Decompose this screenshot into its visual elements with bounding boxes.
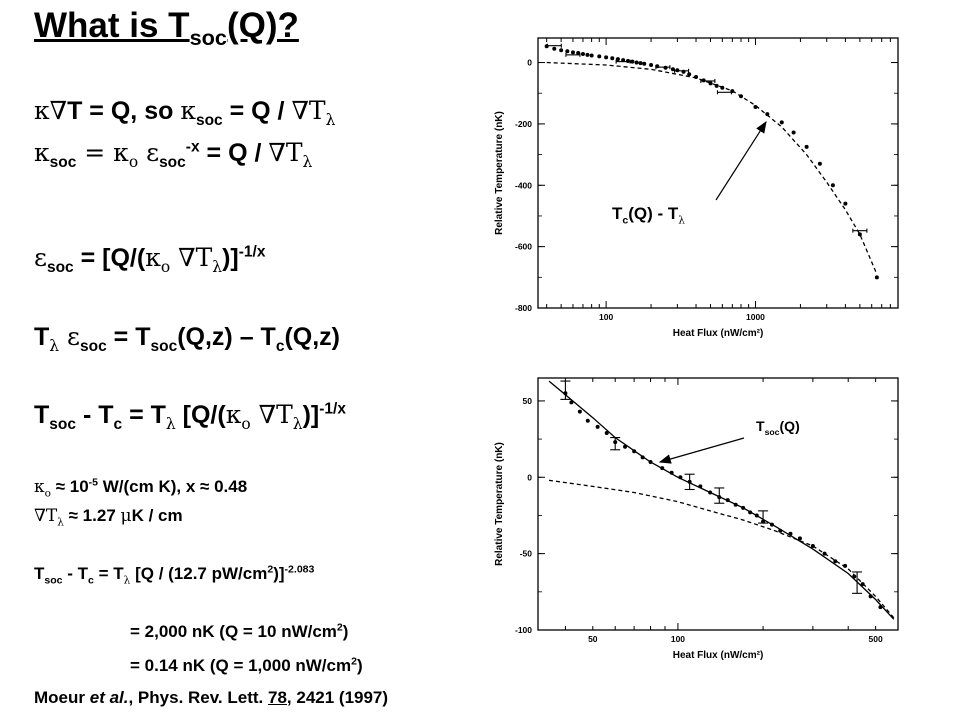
solid-curve [548, 380, 895, 620]
dashed-curve [548, 479, 895, 619]
data-point [830, 183, 835, 188]
data-point [580, 51, 585, 56]
data-point [874, 275, 879, 280]
chart-top-svg: 100 1000 0 -200 -400 -600 -800 Heat Flux (nW/cm… [494, 37, 899, 339]
data-point [630, 59, 635, 64]
dashed-curve [546, 61, 878, 275]
plot-frame [537, 377, 899, 631]
page-title: What is Tsoc(Q)? [34, 6, 299, 50]
y-tick-label: -50 [520, 549, 533, 559]
plot-frame [537, 37, 899, 309]
error-bar [714, 487, 725, 504]
data-point [625, 59, 630, 64]
result-low-flux: = 2,000 nK (Q = 10 nW/cm2) [130, 621, 349, 641]
parameter-gradient: ∇Tλ ≈ 1.27 μK / cm [34, 506, 183, 529]
parameter-kappa: κo ≈ 10-5 W/(cm K), x ≈ 0.48 [34, 476, 248, 500]
data-point [833, 559, 838, 564]
data-point [597, 54, 602, 59]
x-tick-label: 100 [671, 634, 685, 644]
chart-bottom: 50 100 500 50 0 -50 -100 Heat Flux (nW/cm²) Rela… [478, 368, 910, 690]
data-point [552, 46, 557, 51]
data-point [670, 67, 675, 72]
y-tick-label: -800 [515, 303, 532, 313]
data-point [565, 49, 570, 54]
x-axis-title: Heat Flux (nW/cm²) [673, 328, 764, 339]
x-axis-title: Heat Flux (nW/cm²) [673, 650, 764, 661]
y-tick-label: -400 [515, 180, 532, 190]
data-point [604, 430, 609, 435]
error-bar [684, 473, 695, 491]
data-point [634, 60, 639, 65]
data-point [570, 50, 575, 55]
error-bar [615, 59, 631, 64]
result-high-flux: = 0.14 nK (Q = 1,000 nW/cm2) [130, 655, 363, 675]
y-tick-label: -100 [515, 625, 532, 635]
error-bar [655, 65, 671, 70]
data-point [843, 201, 848, 206]
data-point [577, 409, 582, 414]
error-bar [546, 43, 562, 48]
y-tick-label: -600 [515, 242, 532, 252]
error-bar [565, 52, 581, 57]
x-tick-label: 500 [869, 634, 883, 644]
data-point [585, 52, 590, 57]
data-point [576, 51, 581, 56]
error-bar [852, 228, 868, 233]
equation-numeric: Tsoc - Tc = Tλ [Q / (12.7 pW/cm2)]-2.083 [34, 563, 315, 587]
data-point [649, 63, 654, 67]
data-point [559, 48, 564, 53]
data-point [615, 57, 620, 62]
equation-conductivity: κsoc = κo εsoc-x = Q / ∇Tλ [34, 138, 313, 171]
annotation-tc-label: Tc(Q) - Tλ [612, 204, 685, 227]
x-tick-label: 1000 [746, 312, 765, 322]
data-point [595, 424, 600, 429]
data-point [797, 536, 802, 541]
data-point [638, 61, 643, 66]
data-point [589, 53, 594, 58]
equation-epsilon: εsoc = [Q/(κo ∇Tλ)]-1/x [34, 243, 266, 276]
equation-heat-flow: κ∇T = Q, so κsoc = Q / ∇Tλ [34, 96, 336, 129]
y-axis-title: Relative Temperature (nK) [494, 442, 505, 566]
equation-tsoc-minus-tc: Tsoc - Tc = Tλ [Q/(κo ∇Tλ)]-1/x [34, 400, 346, 433]
data-point [817, 161, 822, 166]
data-point [804, 144, 809, 149]
error-bar [716, 90, 733, 95]
equation-tlambda: Tλ εsoc = Tsoc(Q,z) – Tc(Q,z) [34, 322, 340, 355]
citation: Moeur et al., Phys. Rev. Lett. 78, 2421 … [34, 688, 389, 707]
x-tick-label: 100 [599, 312, 613, 322]
error-bar [758, 510, 769, 524]
y-tick-label: -200 [515, 119, 532, 129]
data-point [610, 56, 615, 61]
data-point [675, 68, 680, 73]
data-point [663, 65, 668, 70]
error-bar [560, 380, 571, 400]
data-point [544, 44, 549, 49]
error-bar [674, 68, 690, 73]
y-tick-label: 50 [523, 396, 533, 406]
x-tick-label: 50 [588, 634, 598, 644]
y-tick-label: 0 [527, 58, 532, 68]
data-point [687, 72, 692, 77]
data-point [604, 55, 609, 60]
y-axis-title: Relative Temperature (nK) [494, 111, 505, 235]
data-point [779, 120, 784, 125]
data-point [791, 130, 796, 135]
chart-top: 100 1000 0 -200 -400 -600 -800 Heat Flux (nW/cm… [478, 28, 910, 364]
data-point [857, 232, 862, 237]
data-point [642, 61, 647, 66]
data-point [765, 112, 770, 117]
y-tick-label: 0 [527, 472, 532, 482]
data-point [585, 418, 590, 423]
annotation-tsoc-label: Tsoc(Q) [756, 418, 800, 437]
